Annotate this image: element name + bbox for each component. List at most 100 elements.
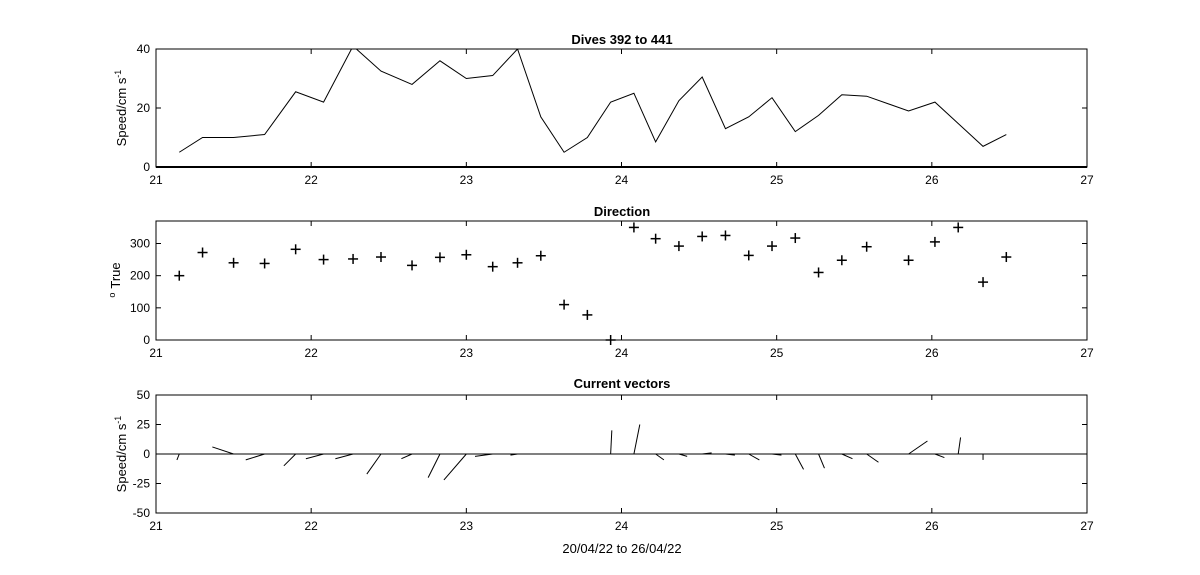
x-tick-label: 27 [1080,346,1094,360]
direction-point [953,222,964,233]
current-vector [305,453,324,460]
direction-point [559,299,570,310]
x-tick-label: 23 [460,173,474,187]
direction-axes-box [155,220,1088,341]
direction-point [407,260,418,271]
direction-point [259,258,270,269]
y-tick-label: 40 [137,42,151,56]
direction-point [348,253,359,264]
direction-point [375,252,386,263]
x-tick-label: 22 [304,519,318,533]
current-vector [610,430,613,455]
direction-point [434,252,445,263]
current-vector [176,453,180,461]
current-vector [335,453,354,460]
y-tick-label: 200 [130,269,150,283]
current-vector [443,453,467,481]
direction-point [790,233,801,244]
current-vector [725,453,735,456]
speed-axes-box [155,48,1088,168]
direction-point [535,250,546,261]
current-vector [655,453,665,461]
direction-point [697,231,708,242]
current-vector [908,440,928,455]
y-tick-label: 100 [130,301,150,315]
current-vector [212,446,234,455]
current-vector [771,453,782,456]
direction-marks [174,222,1012,345]
direction-point [174,270,185,281]
current-vector [957,437,962,455]
y-tick-label: 0 [143,447,150,461]
direction-point [628,222,639,233]
x-tick-label: 27 [1080,173,1094,187]
speed-panel: Dives 392 to 441 Speed/cm s-1 21 22 23 24 25… [113,32,1094,187]
y-tick-label: -25 [133,477,151,491]
direction-point [767,241,778,252]
y-tick-label: 0 [143,160,150,174]
direction-point [861,241,872,252]
speed-y-axis-label: Speed/cm s-1 [113,70,129,147]
current-vector [283,453,297,467]
x-tick-label: 25 [770,346,784,360]
current-vector [934,453,945,459]
speed-ticks: 21 22 23 24 25 26 27 0 20 40 [137,42,1094,187]
x-tick-label: 21 [149,346,163,360]
direction-point [290,244,301,255]
x-tick-label: 22 [304,173,318,187]
y-tick-label: 50 [137,388,151,402]
speed-title: Dives 392 to 441 [571,32,672,47]
y-tick-label: 20 [137,101,151,115]
direction-ticks: 21 22 23 24 25 26 27 0 100 200 300 [130,221,1094,360]
x-tick-label: 24 [615,346,629,360]
x-tick-label: 23 [460,519,474,533]
vectors-y-axis-label: Speed/cm s-1 [113,416,129,493]
x-tick-label: 27 [1080,519,1094,533]
vectors-title: Current vectors [574,376,671,391]
direction-point [461,249,472,260]
x-tick-label: 26 [925,519,939,533]
vectors-marks [156,424,1087,481]
current-vector [818,453,825,469]
x-tick-label: 21 [149,519,163,533]
speed-series-line [179,49,1007,153]
direction-point [197,247,208,258]
direction-point [318,254,329,265]
direction-point [1001,252,1012,263]
current-vector [427,453,441,478]
direction-point [813,267,824,278]
vectors-axes-box [155,394,1088,514]
x-tick-label: 24 [615,519,629,533]
y-tick-label: 300 [130,237,150,251]
current-vector [401,453,413,460]
direction-point [650,233,661,244]
direction-point [929,236,940,247]
current-vector [633,424,641,455]
current-vector [702,452,712,455]
direction-title: Direction [594,204,650,219]
y-tick-label: 0 [143,333,150,347]
direction-point [487,261,498,272]
x-tick-label: 26 [925,346,939,360]
current-vector [510,453,518,456]
current-vector [678,453,688,457]
direction-point [720,230,731,241]
x-tick-label: 25 [770,519,784,533]
direction-point [836,255,847,266]
current-vector [366,453,382,475]
direction-point [743,250,754,261]
y-tick-label: -50 [133,506,151,520]
direction-point [903,255,914,266]
current-vector [474,453,493,457]
x-tick-label: 23 [460,346,474,360]
x-tick-label: 25 [770,173,784,187]
direction-point [512,257,523,268]
vectors-panel: Current vectors Speed/cm s-1 21 22 23 24 25 2… [113,376,1094,556]
direction-point [673,241,684,252]
current-vector [794,453,804,470]
direction-point [978,277,989,288]
x-tick-label: 21 [149,173,163,187]
current-vector [748,453,760,461]
